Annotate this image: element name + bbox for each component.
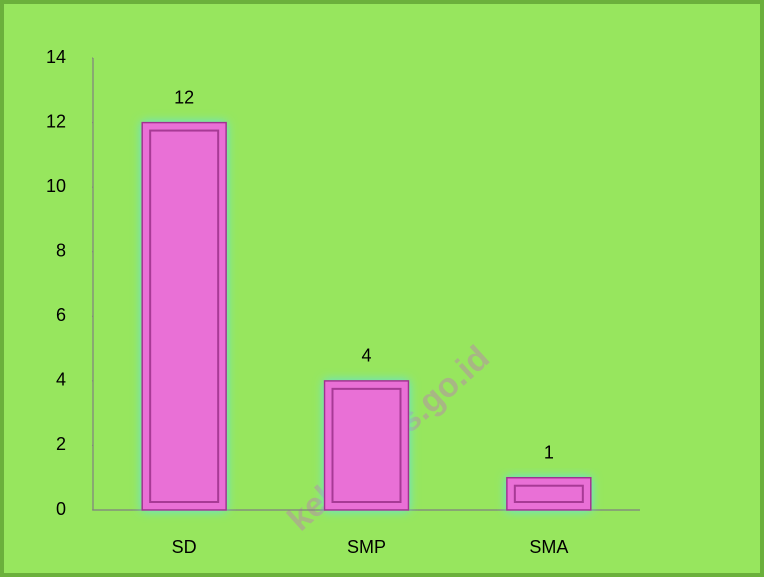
y-tick-label: 4 bbox=[56, 370, 66, 390]
bar bbox=[323, 380, 410, 511]
data-label: 1 bbox=[544, 442, 554, 462]
x-tick-label: SMA bbox=[529, 537, 568, 557]
x-tick-label: SMP bbox=[347, 537, 386, 557]
y-tick-label: 12 bbox=[46, 111, 66, 131]
bar bbox=[506, 476, 592, 511]
x-tick-label: SD bbox=[172, 537, 197, 557]
y-tick-label: 8 bbox=[56, 240, 66, 260]
bar-bevel bbox=[149, 129, 220, 503]
y-tick-label: 2 bbox=[56, 434, 66, 454]
y-tick-label: 6 bbox=[56, 305, 66, 325]
y-tick-label: 14 bbox=[46, 47, 66, 67]
bar-bevel bbox=[513, 484, 584, 504]
data-label: 4 bbox=[361, 346, 371, 366]
y-tick-label: 0 bbox=[56, 499, 66, 519]
y-tick-label: 10 bbox=[46, 176, 66, 196]
bar-bevel bbox=[331, 387, 402, 504]
bar bbox=[141, 121, 227, 511]
data-label: 12 bbox=[174, 87, 194, 107]
